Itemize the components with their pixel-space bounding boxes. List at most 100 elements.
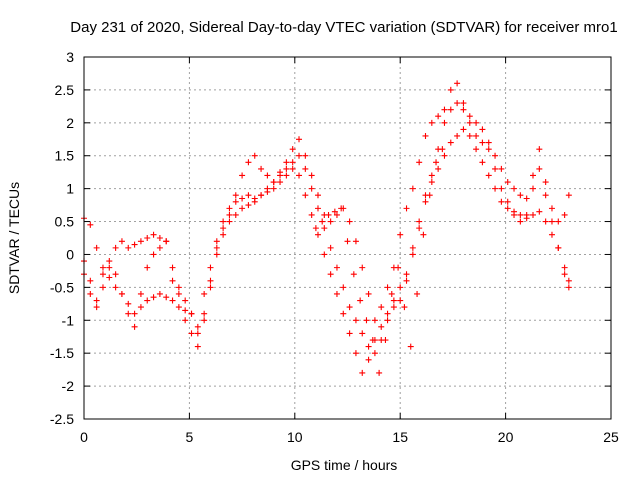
data-point — [144, 297, 151, 304]
data-point — [492, 185, 499, 192]
data-point — [565, 192, 572, 199]
data-point — [492, 152, 499, 159]
data-point — [466, 119, 473, 126]
data-point — [561, 264, 568, 271]
data-point — [296, 152, 303, 159]
data-point — [150, 251, 157, 258]
data-point — [555, 218, 562, 225]
x-tick-label: 5 — [186, 429, 194, 445]
data-point — [409, 244, 416, 251]
data-point — [163, 294, 170, 301]
data-point — [460, 106, 467, 113]
series-track-4 — [312, 146, 446, 376]
data-point — [325, 211, 332, 218]
data-point — [530, 185, 537, 192]
data-point — [498, 198, 505, 205]
data-point — [333, 264, 340, 271]
data-point — [422, 198, 429, 205]
data-point — [169, 297, 176, 304]
data-point — [548, 231, 555, 238]
data-point — [447, 106, 454, 113]
data-point — [308, 211, 315, 218]
data-point — [321, 225, 328, 232]
data-point — [118, 238, 125, 245]
data-point — [378, 304, 385, 311]
x-axis-ticks: 0 5 10 15 20 25 — [80, 57, 619, 445]
data-point — [207, 264, 214, 271]
data-point — [340, 284, 347, 291]
data-point — [99, 271, 106, 278]
data-point — [479, 139, 486, 146]
data-point — [435, 165, 442, 172]
data-point — [283, 165, 290, 172]
data-point — [352, 317, 359, 324]
data-point — [384, 317, 391, 324]
data-point — [312, 225, 319, 232]
data-point — [251, 152, 258, 159]
data-point — [194, 343, 201, 350]
data-point — [473, 146, 480, 153]
data-point — [207, 277, 214, 284]
x-tick-label: 20 — [498, 429, 514, 445]
data-point — [530, 172, 537, 179]
data-point — [188, 310, 195, 317]
y-tick-label: -0.5 — [50, 279, 74, 295]
data-point — [346, 218, 353, 225]
data-point — [454, 80, 461, 87]
data-point — [447, 86, 454, 93]
y-tick-label: -2.5 — [50, 411, 74, 427]
data-point — [175, 304, 182, 311]
data-point — [542, 218, 549, 225]
data-point — [245, 159, 252, 166]
data-point — [150, 294, 157, 301]
data-point — [131, 323, 138, 330]
data-point — [536, 146, 543, 153]
data-point — [125, 310, 132, 317]
data-point — [479, 126, 486, 133]
data-point — [175, 290, 182, 297]
data-point — [352, 238, 359, 245]
data-point — [289, 146, 296, 153]
data-point — [401, 304, 408, 311]
data-points — [81, 80, 572, 376]
y-tick-label: -1.5 — [50, 345, 74, 361]
data-point — [428, 119, 435, 126]
y-tick-label: -2 — [62, 378, 75, 394]
data-point — [504, 179, 511, 186]
data-point — [357, 297, 364, 304]
data-point — [277, 169, 284, 176]
data-point — [213, 238, 220, 245]
data-point — [201, 317, 208, 324]
data-point — [239, 172, 246, 179]
data-point — [283, 159, 290, 166]
data-point — [296, 172, 303, 179]
data-point — [439, 146, 446, 153]
data-point — [530, 211, 537, 218]
data-point — [338, 205, 345, 212]
data-point — [125, 244, 132, 251]
y-tick-label: -1 — [62, 312, 75, 328]
data-point — [390, 304, 397, 311]
data-point — [561, 211, 568, 218]
data-point — [137, 238, 144, 245]
y-tick-label: 2.5 — [55, 82, 75, 98]
data-point — [226, 211, 233, 218]
data-point — [182, 297, 189, 304]
data-point — [403, 277, 410, 284]
data-point — [441, 152, 448, 159]
data-point — [125, 300, 132, 307]
data-point — [93, 244, 100, 251]
data-point — [87, 221, 94, 228]
data-point — [536, 165, 543, 172]
x-tick-label: 25 — [603, 429, 619, 445]
data-point — [428, 172, 435, 179]
data-point — [416, 218, 423, 225]
data-point — [270, 185, 277, 192]
data-point — [131, 310, 138, 317]
data-point — [359, 264, 366, 271]
data-point — [220, 225, 227, 232]
data-point — [144, 235, 151, 241]
data-point — [296, 136, 303, 143]
data-point — [542, 179, 549, 186]
data-point — [321, 251, 328, 258]
